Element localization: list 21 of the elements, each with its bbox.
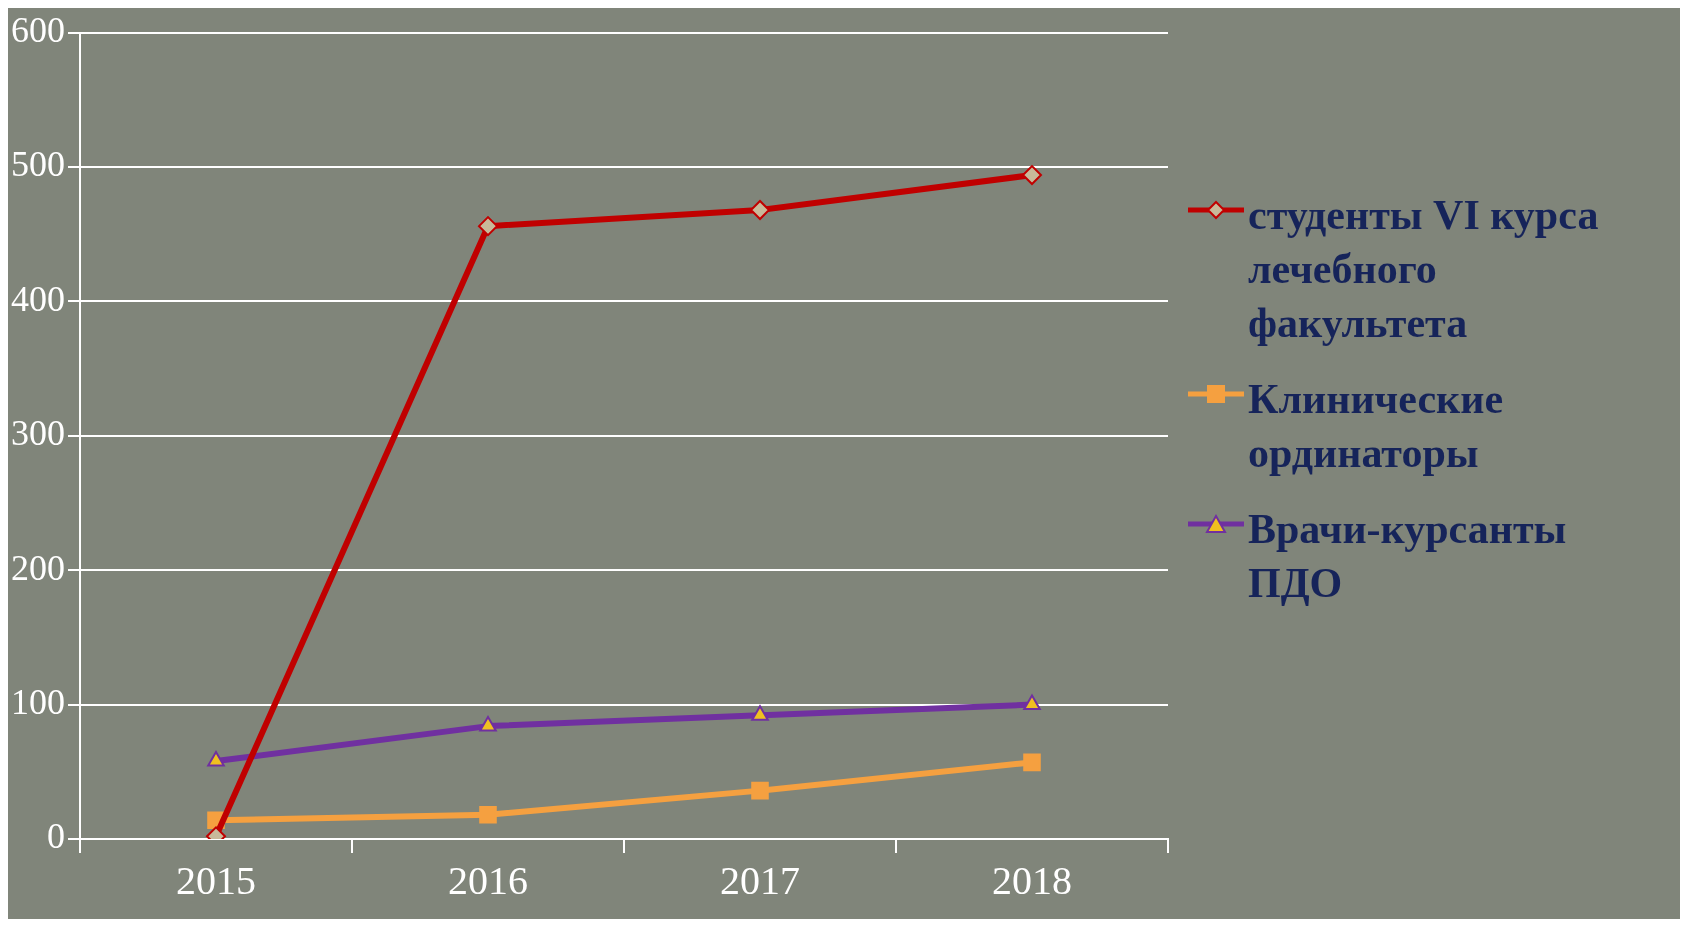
x-tick-label: 2015 xyxy=(176,857,256,903)
point xyxy=(479,716,497,732)
legend-label: Клинические ординаторы xyxy=(1248,375,1505,478)
point xyxy=(478,216,498,237)
x-tick-label: 2017 xyxy=(720,857,800,903)
point xyxy=(1023,694,1041,711)
y-tick-label: 100 xyxy=(11,682,65,723)
point xyxy=(751,705,769,721)
legend-label: Врачи-курсанты ПДО xyxy=(1248,505,1568,608)
y-tick-label: 300 xyxy=(11,413,65,454)
y-tick-label: 0 xyxy=(47,816,65,857)
y-tick-label: 400 xyxy=(11,278,65,319)
y-tick-label: 500 xyxy=(11,144,65,185)
y-tick-label: 200 xyxy=(11,547,65,588)
x-tick-label: 2016 xyxy=(448,857,528,903)
legend-label: студенты VI курса лечебного факультета xyxy=(1248,191,1600,348)
y-tick-label: 600 xyxy=(11,10,65,51)
point xyxy=(750,200,770,221)
x-tick-label: 2018 xyxy=(992,857,1072,903)
point xyxy=(207,751,225,767)
point xyxy=(1022,165,1042,186)
